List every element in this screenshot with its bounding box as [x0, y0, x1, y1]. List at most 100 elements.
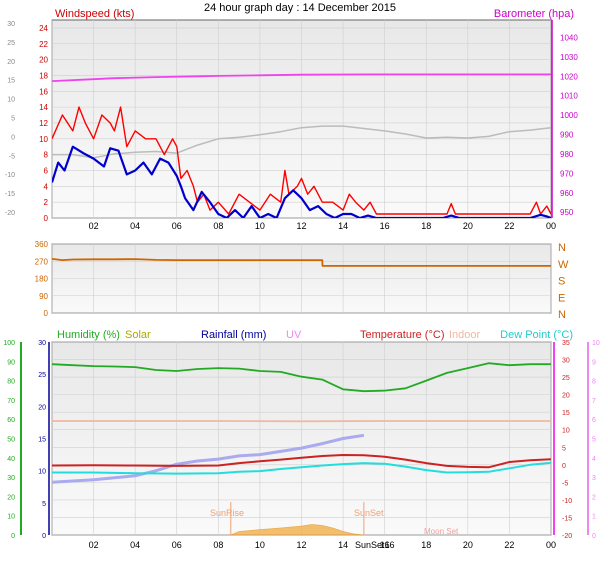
barometer-tick-label: 980 — [560, 150, 574, 159]
x-tick-label: 10 — [255, 221, 265, 231]
humidity-tick-label: 100 — [3, 340, 15, 347]
x-tick-label: 18 — [421, 540, 431, 550]
legend-indoor: Indoor — [449, 329, 481, 341]
barometer-tick-label: 970 — [560, 169, 574, 178]
series-humidity — [52, 362, 551, 393]
barometer-axis-label: Barometer (hpa) — [494, 8, 574, 20]
rainfall-tick-label: 20 — [38, 404, 46, 411]
uv-tick-label: 6 — [592, 417, 596, 424]
wind-tick-label: 20 — [39, 56, 48, 65]
wind-panel: Windspeed (kts) Barometer (hpa) 24222018… — [5, 8, 578, 231]
barometer-tick-label: 1020 — [560, 72, 578, 81]
temperature-tick-label: 20 — [562, 393, 570, 400]
annotation-sunrise: SunRise — [210, 508, 244, 518]
outer-tick-label: 30 — [7, 21, 15, 28]
direction-tick-label: 180 — [35, 275, 49, 284]
wind-tick-label: 14 — [39, 103, 48, 112]
wind-series — [52, 73, 551, 218]
temperature-ticks: 1009080706050403020100302520151050353025… — [3, 340, 600, 540]
humidity-tick-label: 10 — [7, 514, 15, 521]
x-tick-label: 14 — [338, 540, 348, 550]
direction-grid — [51, 243, 552, 314]
rainfall-tick-label: 5 — [42, 501, 46, 508]
rainfall-tick-label: 25 — [38, 372, 46, 379]
x-tick-label: 20 — [463, 221, 473, 231]
barometer-tick-label: 960 — [560, 189, 574, 198]
compass-label: W — [558, 259, 569, 271]
annotation-moonset: Moon Set — [424, 527, 459, 536]
x-tick-label: 22 — [504, 540, 514, 550]
uv-tick-label: 4 — [592, 456, 596, 463]
temperature-panel: Humidity (%) Solar Rainfall (mm) UV Temp… — [3, 329, 600, 550]
x-tick-label: 16 — [380, 221, 390, 231]
annotation-sunset16: SunSet16 — [355, 540, 395, 550]
outer-tick-label: 25 — [7, 40, 15, 47]
x-tick-label: 12 — [296, 540, 306, 550]
x-tick-label: 22 — [504, 221, 514, 231]
temperature-tick-label: 30 — [562, 358, 570, 365]
x-tick-label: 14 — [338, 221, 348, 231]
temperature-tick-label: 10 — [562, 428, 570, 435]
temperature-tick-label: 35 — [562, 340, 570, 347]
rainfall-tick-label: 30 — [38, 340, 46, 347]
humidity-tick-label: 50 — [7, 437, 15, 444]
uv-tick-label: 2 — [592, 494, 596, 501]
humidity-tick-label: 90 — [7, 359, 15, 366]
x-tick-label: 16 — [380, 540, 390, 550]
series-grey-line — [52, 125, 551, 159]
series-rainfall — [52, 433, 365, 484]
wind-tick-label: 10 — [39, 135, 48, 144]
x-tick-label: 00 — [546, 540, 556, 550]
legend-solar: Solar — [125, 329, 151, 341]
rainfall-tick-label: 0 — [42, 533, 46, 540]
series-wind-average — [52, 145, 551, 218]
compass-label: E — [558, 292, 565, 304]
x-tick-label: 18 — [421, 221, 431, 231]
wind-tick-label: 24 — [39, 24, 48, 33]
x-tick-label: 08 — [213, 540, 223, 550]
legend-uv: UV — [286, 329, 302, 341]
series-dewpoint — [52, 461, 551, 475]
wind-grid — [51, 20, 552, 219]
rainfall-tick-label: 15 — [38, 437, 46, 444]
temperature-tick-label: -20 — [562, 533, 572, 540]
x-tick-label: 02 — [89, 540, 99, 550]
direction-tick-label: 360 — [35, 240, 49, 249]
barometer-tick-label: 990 — [560, 131, 574, 140]
outer-tick-label: 10 — [7, 97, 15, 104]
temperature-grid — [51, 341, 552, 536]
barometer-tick-label: 1030 — [560, 53, 578, 62]
x-tick-label: 04 — [130, 221, 140, 231]
temperature-tick-label: 15 — [562, 410, 570, 417]
compass-label: N — [558, 309, 566, 321]
humidity-tick-label: 70 — [7, 398, 15, 405]
compass-label: S — [558, 276, 565, 288]
x-tick-label: 20 — [463, 540, 473, 550]
outer-tick-label: -10 — [5, 172, 15, 179]
wind-tick-label: 18 — [39, 71, 48, 80]
outer-tick-label: 5 — [11, 116, 15, 123]
outer-tick-label: -20 — [5, 210, 15, 217]
humidity-tick-label: 60 — [7, 417, 15, 424]
uv-tick-label: 5 — [592, 437, 596, 444]
temperature-tick-label: -15 — [562, 515, 572, 522]
wind-tick-label: 2 — [44, 198, 49, 207]
annotation-sunset: SunSet — [354, 508, 384, 518]
humidity-tick-label: 40 — [7, 456, 15, 463]
direction-tick-label: 90 — [39, 292, 48, 301]
direction-series — [52, 258, 551, 267]
wind-tick-label: 0 — [44, 214, 49, 223]
chart-title: 24 hour graph day : 14 December 2015 — [204, 2, 396, 14]
legend-rainfall: Rainfall (mm) — [201, 329, 266, 341]
wind-tick-label: 12 — [39, 119, 48, 128]
outer-tick-label: -5 — [9, 153, 15, 160]
uv-tick-label: 1 — [592, 514, 596, 521]
wind-tick-label: 16 — [39, 87, 48, 96]
wind-axis-label: Windspeed (kts) — [55, 8, 134, 20]
legend-temperature: Temperature (°C) — [360, 329, 444, 341]
x-tick-label: 02 — [89, 221, 99, 231]
x-tick-label: 06 — [172, 221, 182, 231]
